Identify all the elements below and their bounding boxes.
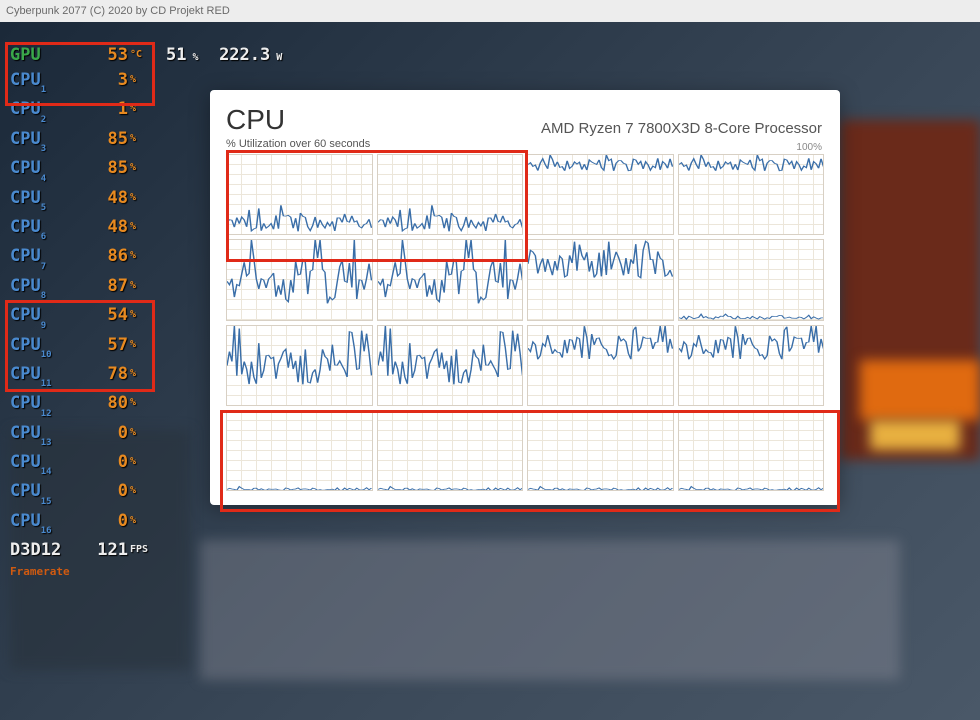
osd-cpu-label: CPU7	[10, 245, 72, 274]
osd-cpu-value: 0	[72, 422, 128, 451]
taskmgr-core-cell[interactable]	[226, 410, 373, 491]
taskmgr-cpu-panel[interactable]: CPU % Utilization over 60 seconds AMD Ry…	[210, 90, 840, 505]
osd-cpu-value: 0	[72, 480, 128, 509]
osd-cpu-unit: %	[130, 510, 136, 539]
taskmgr-cpu-name: AMD Ryzen 7 7800X3D 8-Core Processor	[541, 120, 822, 137]
core-sparkline-9	[227, 326, 372, 405]
core-sparkline-5	[227, 240, 372, 319]
osd-cpu-value: 85	[72, 157, 128, 186]
osd-cpu-label: CPU6	[10, 216, 72, 245]
osd-cpu-label: CPU4	[10, 157, 72, 186]
taskmgr-core-grid	[226, 154, 824, 491]
osd-cpu-unit: %	[130, 422, 136, 451]
osd-cpu-label: CPU16	[10, 510, 72, 539]
osd-cpu-unit: %	[130, 334, 136, 363]
core-sparkline-16	[679, 411, 824, 490]
osd-cpu-value: 87	[72, 275, 128, 304]
osd-cpu-unit: %	[130, 187, 136, 216]
core-sparkline-1	[227, 155, 372, 234]
osd-cpu-label: CPU15	[10, 480, 72, 509]
osd-d3d-row: D3D12 121 FPS	[10, 539, 282, 561]
osd-cpu-unit: %	[130, 69, 136, 98]
osd-cpu-label: CPU9	[10, 304, 72, 333]
taskmgr-core-cell[interactable]	[226, 325, 373, 406]
core-sparkline-10	[378, 326, 523, 405]
core-sparkline-11	[528, 326, 673, 405]
osd-cpu-value: 86	[72, 245, 128, 274]
osd-cpu-row: CPU160%	[10, 510, 282, 539]
osd-framerate-label: Framerate	[10, 561, 282, 583]
osd-cpu-unit: %	[130, 128, 136, 157]
osd-cpu-label: CPU8	[10, 275, 72, 304]
taskmgr-core-cell[interactable]	[377, 410, 524, 491]
osd-gpu-temp-unit: °C	[130, 44, 142, 69]
osd-cpu-value: 0	[72, 451, 128, 480]
osd-gpu-label: GPU	[10, 44, 72, 69]
osd-cpu-unit: %	[130, 98, 136, 127]
core-sparkline-7	[528, 240, 673, 319]
osd-cpu-unit: %	[130, 392, 136, 421]
osd-cpu-label: CPU14	[10, 451, 72, 480]
osd-cpu-unit: %	[130, 245, 136, 274]
osd-cpu-value: 0	[72, 510, 128, 539]
osd-cpu-value: 3	[72, 69, 128, 98]
osd-cpu-label: CPU11	[10, 363, 72, 392]
osd-cpu-label: CPU1	[10, 69, 72, 98]
taskmgr-core-cell[interactable]	[527, 239, 674, 320]
taskmgr-core-cell[interactable]	[527, 154, 674, 235]
osd-cpu-value: 80	[72, 392, 128, 421]
osd-cpu-unit: %	[130, 451, 136, 480]
osd-cpu-label: CPU13	[10, 422, 72, 451]
taskmgr-core-cell[interactable]	[226, 239, 373, 320]
osd-cpu-label: CPU10	[10, 334, 72, 363]
osd-cpu-label: CPU5	[10, 187, 72, 216]
osd-cpu-value: 57	[72, 334, 128, 363]
osd-cpu-label: CPU2	[10, 98, 72, 127]
osd-cpu-value: 78	[72, 363, 128, 392]
taskmgr-core-cell[interactable]	[377, 239, 524, 320]
taskmgr-core-cell[interactable]	[527, 410, 674, 491]
osd-cpu-unit: %	[130, 157, 136, 186]
osd-gpu-temp: 53	[72, 44, 128, 69]
osd-cpu-value: 85	[72, 128, 128, 157]
osd-d3d-unit: FPS	[130, 539, 148, 561]
core-sparkline-6	[378, 240, 523, 319]
core-sparkline-2	[378, 155, 523, 234]
osd-cpu-unit: %	[130, 216, 136, 245]
osd-cpu-label: CPU12	[10, 392, 72, 421]
taskmgr-subtitle: % Utilization over 60 seconds	[226, 138, 824, 150]
osd-cpu-value: 1	[72, 98, 128, 127]
window-title: Cyberpunk 2077 (C) 2020 by CD Projekt RE…	[6, 5, 230, 17]
osd-d3d-label: D3D12	[10, 539, 72, 561]
taskmgr-ymax: 100%	[796, 142, 822, 153]
osd-cpu-value: 54	[72, 304, 128, 333]
core-sparkline-13	[227, 411, 372, 490]
core-sparkline-4	[679, 155, 824, 234]
osd-cpu-value: 48	[72, 216, 128, 245]
taskmgr-core-cell[interactable]	[226, 154, 373, 235]
core-sparkline-3	[528, 155, 673, 234]
taskmgr-core-cell[interactable]	[678, 325, 825, 406]
core-sparkline-8	[679, 240, 824, 319]
core-sparkline-14	[378, 411, 523, 490]
osd-cpu-label: CPU3	[10, 128, 72, 157]
osd-cpu-unit: %	[130, 363, 136, 392]
taskmgr-core-cell[interactable]	[377, 154, 524, 235]
osd-cpu-unit: %	[130, 304, 136, 333]
taskmgr-core-cell[interactable]	[678, 154, 825, 235]
window-titlebar: Cyberpunk 2077 (C) 2020 by CD Projekt RE…	[0, 0, 980, 22]
osd-cpu-unit: %	[130, 480, 136, 509]
core-sparkline-12	[679, 326, 824, 405]
taskmgr-core-cell[interactable]	[377, 325, 524, 406]
osd-cpu-unit: %	[130, 275, 136, 304]
core-sparkline-15	[528, 411, 673, 490]
osd-gpu-row: GPU 53 °C 51 % 222.3 W	[10, 44, 282, 69]
osd-gpu-usage: 51 % 222.3 W	[166, 44, 282, 69]
taskmgr-core-cell[interactable]	[527, 325, 674, 406]
osd-d3d-fps: 121	[72, 539, 128, 561]
taskmgr-core-cell[interactable]	[678, 410, 825, 491]
taskmgr-core-cell[interactable]	[678, 239, 825, 320]
osd-cpu-value: 48	[72, 187, 128, 216]
